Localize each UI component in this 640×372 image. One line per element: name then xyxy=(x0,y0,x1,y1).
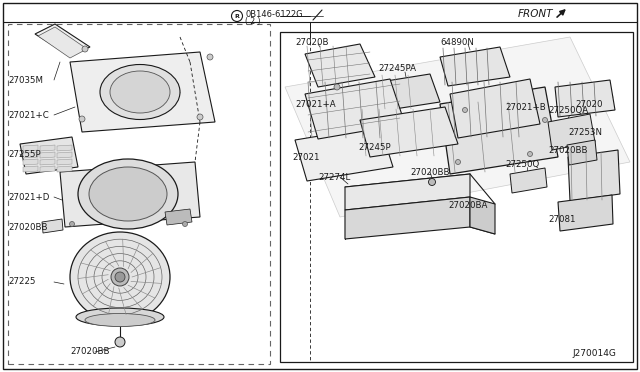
Ellipse shape xyxy=(70,232,170,322)
Polygon shape xyxy=(23,145,38,151)
Circle shape xyxy=(111,268,129,286)
Circle shape xyxy=(232,10,243,22)
Text: 27021+A: 27021+A xyxy=(295,99,335,109)
Ellipse shape xyxy=(89,167,167,221)
Text: R: R xyxy=(235,13,239,19)
Ellipse shape xyxy=(85,314,155,327)
Ellipse shape xyxy=(100,64,180,119)
Polygon shape xyxy=(57,145,72,151)
Polygon shape xyxy=(40,152,55,158)
Polygon shape xyxy=(23,152,38,158)
Text: 27020BB: 27020BB xyxy=(548,145,588,154)
Polygon shape xyxy=(345,174,470,210)
Polygon shape xyxy=(555,80,615,117)
Polygon shape xyxy=(280,32,633,362)
Polygon shape xyxy=(285,37,630,217)
Circle shape xyxy=(197,114,203,120)
Text: 27245P: 27245P xyxy=(358,142,390,151)
Text: 27274L: 27274L xyxy=(318,173,350,182)
Polygon shape xyxy=(295,126,393,181)
Text: 27020: 27020 xyxy=(575,99,602,109)
Circle shape xyxy=(182,221,188,227)
Polygon shape xyxy=(558,195,613,231)
Text: 27255P: 27255P xyxy=(8,150,40,158)
Circle shape xyxy=(463,108,467,112)
Polygon shape xyxy=(57,159,72,165)
Polygon shape xyxy=(305,44,375,87)
Polygon shape xyxy=(360,107,458,157)
Text: J270014G: J270014G xyxy=(572,349,616,358)
Ellipse shape xyxy=(76,308,164,326)
Polygon shape xyxy=(70,52,215,132)
Polygon shape xyxy=(60,162,200,227)
Text: 27020B: 27020B xyxy=(295,38,328,46)
Text: 27020BA: 27020BA xyxy=(448,201,488,209)
Bar xyxy=(8,24,270,364)
Text: 27020BB: 27020BB xyxy=(8,222,47,231)
Text: ( 2 ): ( 2 ) xyxy=(245,16,260,26)
Text: 27021+D: 27021+D xyxy=(8,192,49,202)
Polygon shape xyxy=(450,79,540,138)
Polygon shape xyxy=(380,74,440,110)
Circle shape xyxy=(207,54,213,60)
Polygon shape xyxy=(440,87,558,174)
Polygon shape xyxy=(57,166,72,172)
Text: 27225: 27225 xyxy=(8,278,35,286)
Circle shape xyxy=(456,160,461,164)
Polygon shape xyxy=(510,168,547,193)
Polygon shape xyxy=(35,24,90,56)
Text: 27021: 27021 xyxy=(292,153,319,161)
Circle shape xyxy=(334,84,340,90)
Polygon shape xyxy=(345,197,470,239)
Circle shape xyxy=(115,337,125,347)
Text: 27250QA: 27250QA xyxy=(548,106,588,115)
Ellipse shape xyxy=(110,71,170,113)
Polygon shape xyxy=(40,159,55,165)
Circle shape xyxy=(115,272,125,282)
Polygon shape xyxy=(568,150,620,201)
Polygon shape xyxy=(23,166,38,172)
Polygon shape xyxy=(470,197,495,234)
Circle shape xyxy=(70,221,74,227)
Polygon shape xyxy=(23,159,38,165)
Text: 27020BB: 27020BB xyxy=(410,167,449,176)
Text: 27021+C: 27021+C xyxy=(8,110,49,119)
Circle shape xyxy=(429,179,435,186)
Text: 0B146-6122G: 0B146-6122G xyxy=(245,10,303,19)
Text: 27035M: 27035M xyxy=(8,76,43,84)
Text: 27021+B: 27021+B xyxy=(505,103,546,112)
Circle shape xyxy=(527,151,532,157)
Polygon shape xyxy=(567,140,597,165)
Text: 27250Q: 27250Q xyxy=(505,160,540,169)
Circle shape xyxy=(82,46,88,52)
Polygon shape xyxy=(548,114,595,150)
Polygon shape xyxy=(165,209,192,225)
Text: 27020BB: 27020BB xyxy=(70,347,109,356)
Polygon shape xyxy=(42,219,63,233)
Text: 27253N: 27253N xyxy=(568,128,602,137)
Polygon shape xyxy=(40,166,55,172)
Ellipse shape xyxy=(78,159,178,229)
Text: 64890N: 64890N xyxy=(440,38,474,46)
Bar xyxy=(62,232,180,317)
Polygon shape xyxy=(305,79,405,139)
Text: 27245PA: 27245PA xyxy=(378,64,416,73)
Polygon shape xyxy=(20,137,78,174)
Circle shape xyxy=(543,118,547,122)
Text: FRONT: FRONT xyxy=(518,9,554,19)
Polygon shape xyxy=(40,145,55,151)
Polygon shape xyxy=(57,152,72,158)
Text: 27081: 27081 xyxy=(548,215,575,224)
Polygon shape xyxy=(38,27,87,58)
Polygon shape xyxy=(440,47,510,86)
Circle shape xyxy=(79,116,85,122)
